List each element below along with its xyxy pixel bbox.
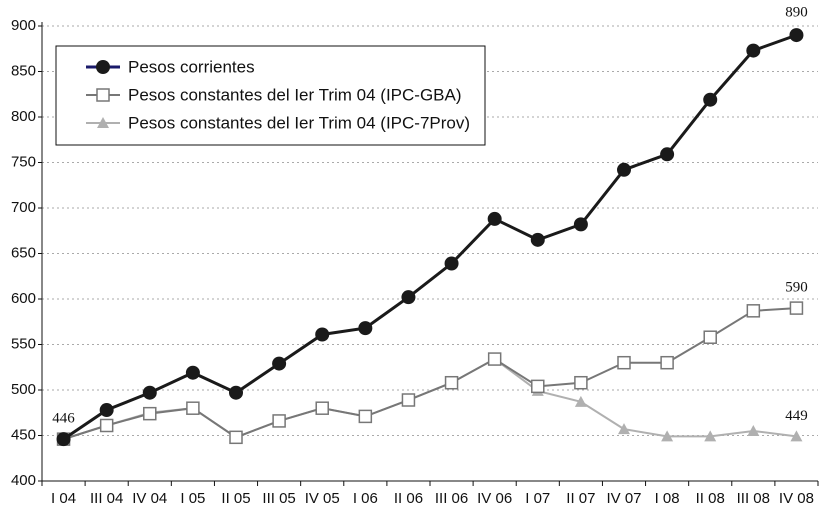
x-tick-label: II 08 [696, 490, 725, 507]
data-point [358, 321, 373, 336]
data-point [358, 409, 373, 424]
y-tick-label: 850 [11, 62, 36, 79]
data-point [746, 304, 761, 318]
y-tick-label: 900 [11, 17, 36, 34]
data-point [618, 423, 630, 435]
data-point [660, 355, 674, 370]
x-tick-label: IV 04 [132, 490, 167, 507]
x-tick-label: IV 05 [305, 490, 340, 507]
data-point [487, 211, 502, 226]
data-point [444, 375, 459, 390]
data-point [661, 430, 674, 442]
legend-label: Pesos corrientes [128, 57, 255, 76]
legend-label: Pesos constantes del Ier Trim 04 (IPC-7P… [128, 113, 470, 132]
data-point [229, 385, 243, 400]
x-tick-label: I 06 [353, 490, 378, 507]
data-point [617, 355, 631, 370]
data-point [746, 43, 761, 58]
x-tick-label: III 04 [90, 490, 123, 507]
y-tick-label: 700 [11, 199, 36, 216]
data-point [315, 327, 330, 342]
data-point [185, 365, 200, 380]
y-tick-label: 450 [11, 426, 36, 443]
data-point [99, 403, 114, 418]
data-label: 890 [785, 5, 808, 21]
x-tick-label: II 05 [221, 490, 250, 507]
data-point [142, 385, 157, 400]
data-point [99, 418, 114, 433]
x-tick-label: I 08 [655, 490, 680, 507]
series-line [63, 357, 797, 441]
x-tick-label: IV 06 [477, 490, 512, 507]
data-point [531, 379, 545, 394]
data-point [790, 430, 803, 442]
data-point [660, 147, 675, 162]
data-point [272, 414, 286, 428]
y-tick-label: 500 [11, 381, 36, 398]
data-point [703, 330, 717, 344]
x-tick-label: I 07 [525, 490, 550, 507]
x-tick-label: II 07 [566, 490, 595, 507]
data-point [574, 375, 588, 390]
data-label: 590 [785, 280, 808, 296]
data-point [186, 401, 200, 415]
x-tick-label: IV 08 [779, 490, 814, 507]
data-label: 449 [785, 408, 808, 424]
y-tick-label: 600 [11, 290, 36, 307]
series-line [63, 307, 797, 441]
data-point [703, 92, 718, 107]
data-point [401, 290, 416, 305]
data-point [229, 430, 243, 445]
x-tick-label: III 06 [435, 490, 468, 507]
data-point [573, 217, 588, 232]
x-tick-label: I 05 [180, 490, 205, 507]
data-point [704, 430, 717, 442]
data-point [747, 424, 760, 436]
legend-marker [96, 88, 110, 102]
y-tick-label: 800 [11, 108, 36, 125]
x-tick-label: IV 07 [606, 490, 641, 507]
legend-marker [96, 60, 110, 74]
y-tick-label: 650 [11, 244, 36, 261]
legend-marker [97, 117, 109, 128]
data-point [789, 301, 804, 315]
data-label: 446 [52, 411, 75, 427]
data-point [315, 401, 329, 415]
data-point [401, 393, 416, 407]
x-tick-label: II 06 [394, 490, 423, 507]
x-tick-label: III 08 [737, 490, 770, 507]
y-tick-label: 400 [11, 472, 36, 489]
data-point [574, 395, 587, 407]
series-line [62, 33, 797, 441]
legend-box [55, 45, 486, 146]
data-point [487, 352, 502, 366]
data-point [444, 256, 459, 271]
legend-label: Pesos constantes del Ier Trim 04 (IPC-GB… [128, 85, 462, 104]
x-tick-label: I 04 [51, 490, 76, 507]
data-point [272, 356, 287, 371]
y-tick-label: 550 [11, 335, 36, 352]
x-tick-label: III 05 [262, 490, 295, 507]
data-point [56, 432, 71, 447]
data-point [530, 232, 545, 247]
data-point [789, 28, 804, 43]
data-point [617, 162, 631, 177]
y-tick-label: 750 [11, 153, 36, 170]
data-point [143, 406, 157, 421]
